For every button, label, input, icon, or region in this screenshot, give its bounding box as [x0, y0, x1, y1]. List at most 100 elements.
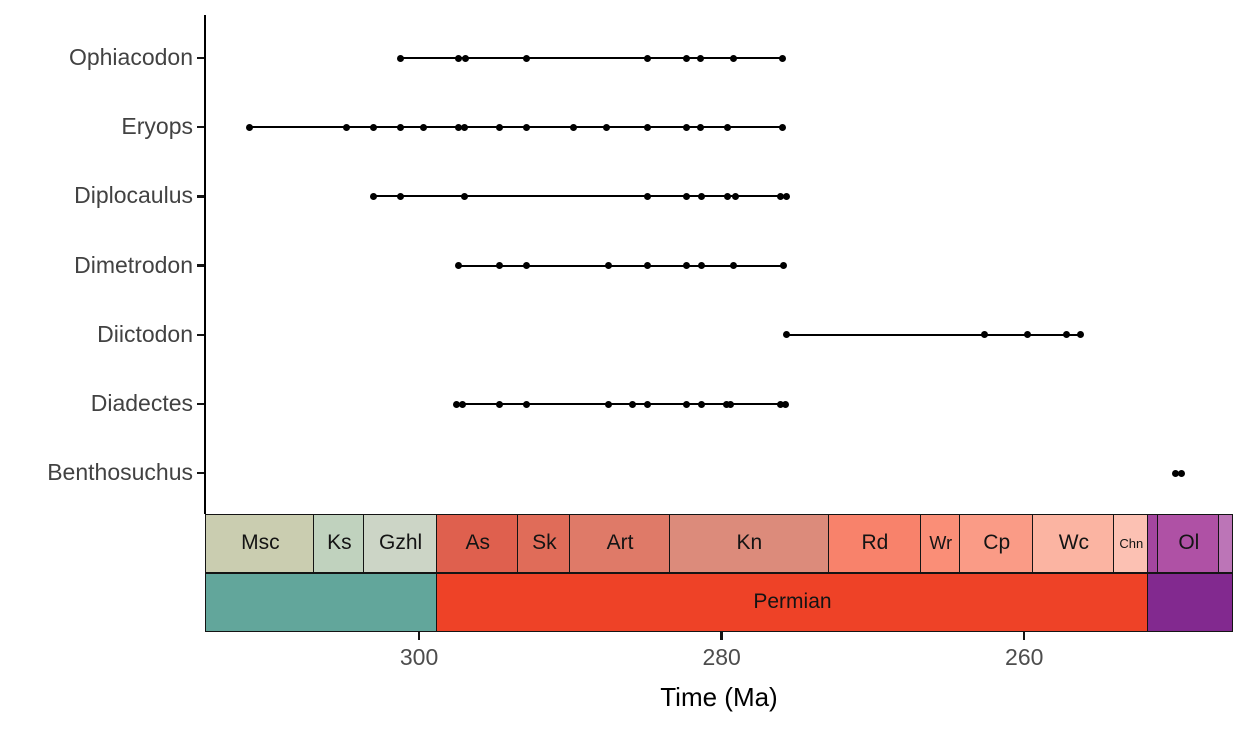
occurrence-point: [644, 262, 652, 270]
occurrence-point: [1063, 331, 1071, 339]
stage-cell-as: As: [435, 513, 519, 573]
taxon-range-line: [373, 195, 787, 198]
occurrence-point: [246, 123, 254, 131]
occurrence-point: [783, 331, 791, 339]
occurrence-point: [683, 192, 691, 200]
occurrence-point: [522, 400, 530, 408]
occurrence-point: [698, 400, 706, 408]
stage-cell-unlabeled: [1217, 513, 1233, 573]
occurrence-point: [1172, 469, 1179, 477]
stage-cell-label: As: [465, 531, 491, 554]
occurrence-point: [698, 192, 706, 200]
occurrence-point: [1178, 469, 1186, 477]
occurrence-point: [420, 123, 428, 131]
stage-cell-wc: Wc: [1031, 513, 1115, 573]
y-axis-tick: [196, 471, 204, 475]
occurrence-point: [1023, 331, 1031, 339]
stage-cell-label: Wr: [929, 532, 953, 553]
y-axis-label: Dimetrodon: [74, 251, 193, 278]
occurrence-point: [777, 192, 785, 200]
stage-cell-wr: Wr: [919, 513, 961, 573]
stage-cell-label: Wc: [1058, 531, 1090, 554]
x-axis-tick-label: 260: [1005, 643, 1044, 670]
stage-cell-label: Cp: [983, 531, 1011, 554]
occurrence-point: [1076, 331, 1084, 339]
x-axis-tick: [1022, 631, 1026, 640]
y-axis-label: Diadectes: [90, 390, 193, 416]
taxon-range-line: [249, 126, 783, 129]
stage-cell-label: Ks: [327, 531, 352, 554]
stage-cell-label: Sk: [532, 531, 557, 554]
x-axis-title: Time (Ma): [660, 682, 778, 712]
stage-cell-msc: Msc: [205, 513, 315, 573]
x-axis-tick-label: 280: [702, 643, 741, 670]
occurrence-point: [981, 331, 989, 339]
occurrence-point: [778, 123, 786, 131]
occurrence-point: [722, 400, 730, 408]
y-axis-tick: [196, 333, 204, 337]
occurrence-point: [628, 400, 636, 408]
occurrence-point: [724, 192, 732, 200]
occurrence-point: [462, 54, 470, 62]
y-axis-label: Diplocaulus: [74, 182, 193, 209]
y-axis-label: Benthosuchus: [47, 459, 193, 486]
occurrence-point: [460, 192, 468, 200]
occurrence-point: [777, 400, 785, 408]
stage-cell-label: Rd: [861, 531, 889, 554]
y-axis-label: Diictodon: [97, 320, 193, 347]
occurrence-point: [604, 262, 612, 270]
stage-cell-chn: Chn: [1113, 513, 1149, 573]
stage-cell-art: Art: [568, 513, 671, 573]
stage-cell-label: Gzhl: [379, 531, 423, 554]
x-axis-tick-label: 300: [399, 643, 439, 670]
x-axis-tick: [720, 631, 723, 640]
occurrence-point: [569, 123, 577, 131]
occurrence-point: [696, 123, 704, 131]
occurrence-point: [459, 400, 467, 408]
y-axis-tick: [196, 264, 204, 267]
occurrence-point: [603, 123, 611, 131]
occurrence-point: [683, 54, 691, 62]
occurrence-point: [604, 400, 612, 408]
occurrence-point: [522, 262, 530, 270]
period-cell-unlabeled: [1146, 572, 1233, 632]
occurrence-point: [780, 262, 788, 270]
occurrence-point: [460, 123, 468, 131]
occurrence-point: [644, 54, 652, 62]
occurrence-point: [522, 54, 530, 62]
stage-cell-cp: Cp: [959, 513, 1034, 573]
occurrence-point: [683, 123, 691, 131]
stage-cell-rd: Rd: [827, 513, 922, 573]
occurrence-point: [454, 262, 462, 270]
y-axis-tick: [196, 195, 204, 198]
occurrence-point: [724, 123, 732, 131]
occurrence-point: [397, 123, 405, 131]
occurrence-point: [781, 400, 789, 408]
stage-cell-kn: Kn: [668, 513, 830, 573]
occurrence-point: [454, 54, 462, 62]
occurrence-point: [696, 54, 704, 62]
occurrence-point: [495, 400, 503, 408]
taxon-range-line: [456, 402, 786, 406]
y-axis-line: [203, 15, 206, 514]
stage-cell-label: Ol: [1178, 531, 1200, 554]
occurrence-point: [683, 400, 691, 408]
stage-cell-ks: Ks: [313, 513, 365, 573]
stage-cell-label: Chn: [1119, 535, 1144, 551]
stage-cell-label: Msc: [241, 531, 280, 554]
occurrence-point: [644, 192, 652, 200]
occurrence-point: [727, 400, 735, 408]
occurrence-point: [522, 123, 530, 131]
x-axis-tick: [417, 631, 421, 640]
occurrence-point: [495, 262, 503, 270]
stage-cell-label: Kn: [736, 531, 763, 554]
stage-cell-label: Art: [606, 531, 634, 554]
stage-cell-gzhl: Gzhl: [363, 513, 438, 573]
occurrence-point: [342, 123, 350, 131]
stage-cell-sk: Sk: [517, 513, 571, 573]
occurrence-point: [644, 400, 652, 408]
occurrence-point: [454, 123, 462, 131]
y-axis-tick: [196, 125, 204, 129]
occurrence-point: [683, 262, 691, 270]
